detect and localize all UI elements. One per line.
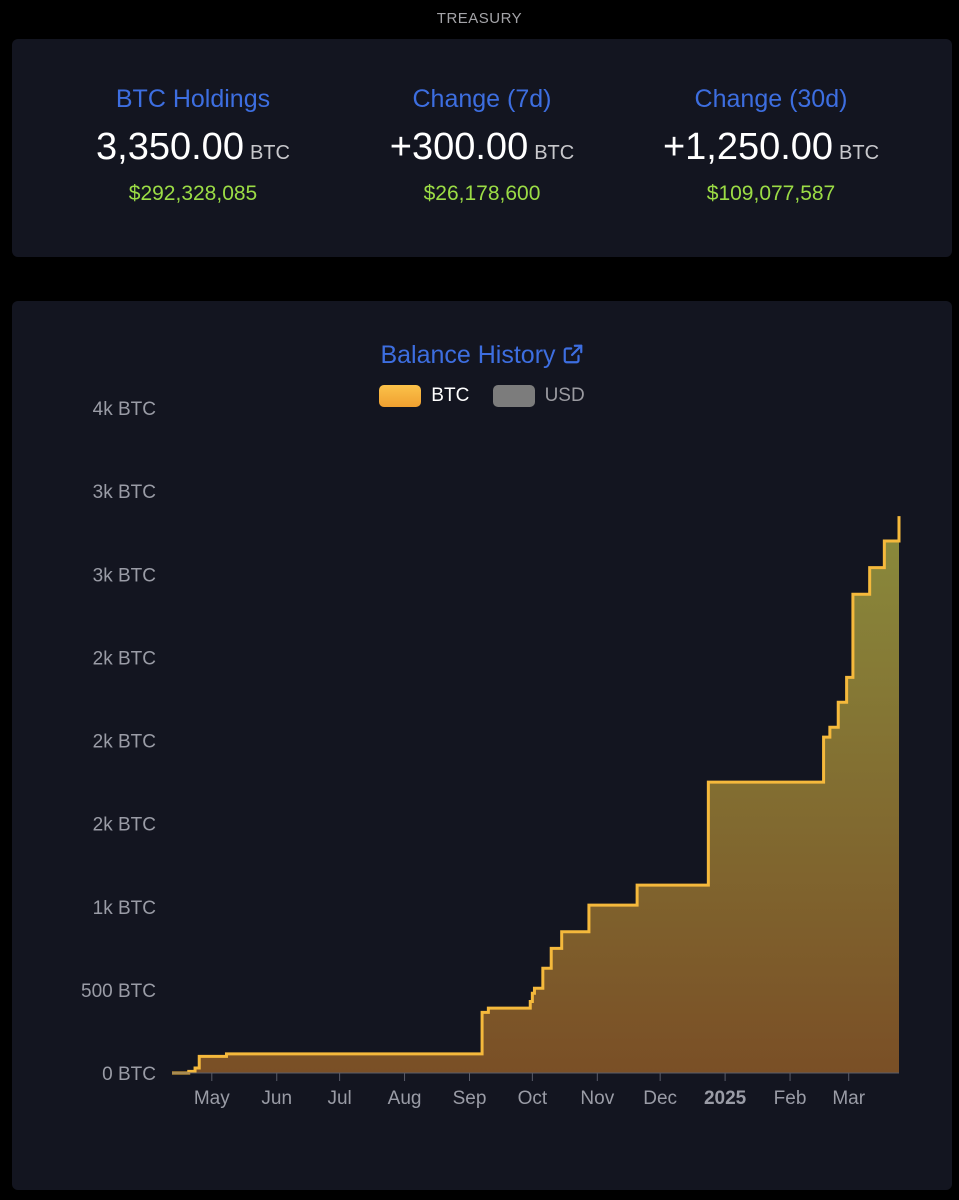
balance-history-panel: May Jun Jul Aug Sep Oct Nov Dec 2025 Feb Mar 0 BTC 5… [12, 301, 952, 1190]
series-line-btc [172, 516, 901, 1075]
stats-panel: BTC Holdings 3,350.00 BTC $292,328,085 Ch… [12, 39, 952, 257]
external-link-icon[interactable] [562, 343, 584, 365]
stat-label: Change (30d) [694, 85, 848, 113]
y-tick-label: 0 BTC [102, 1064, 156, 1085]
legend-swatch-usd [492, 385, 535, 407]
x-tick-label: Nov [580, 1088, 614, 1109]
y-tick-label: 2k BTC [93, 732, 156, 753]
y-tick-label: 4k BTC [93, 399, 156, 420]
legend-item-btc[interactable]: BTC [379, 384, 469, 408]
y-tick-label: 2k BTC [93, 648, 156, 669]
stat-unit: BTC [249, 142, 290, 164]
stat-unit: BTC [534, 142, 575, 164]
legend-label: USD [544, 385, 585, 406]
x-tick-label: Mar [832, 1088, 865, 1109]
x-tick-label: Jul [327, 1088, 351, 1109]
x-tick-label: Oct [518, 1088, 548, 1109]
stat-usd-value: $109,077,587 [706, 182, 836, 205]
stat-label: Change (7d) [412, 85, 552, 113]
stat-change-7d: Change (7d) +300.00 BTC $26,178,600 [332, 83, 632, 209]
x-tick-label: 2025 [704, 1088, 747, 1109]
y-tick-label: 3k BTC [93, 565, 156, 586]
section-title: TREASURY [436, 10, 523, 27]
y-tick-label: 2k BTC [93, 815, 156, 836]
stat-number: 3,350.00 [96, 126, 244, 168]
stat-number: +300.00 [389, 126, 529, 168]
balance-history-chart: May Jun Jul Aug Sep Oct Nov Dec 2025 Feb Mar 0 BTC 5… [81, 399, 901, 1109]
x-tick-label: May [194, 1088, 230, 1109]
legend-item-usd[interactable]: USD [492, 384, 585, 408]
chart-title-link[interactable]: Balance History [12, 339, 952, 371]
chart-title: Balance History [380, 341, 556, 369]
x-tick-label: Sep [453, 1088, 487, 1109]
x-tick-label: Feb [774, 1088, 807, 1109]
stat-btc-holdings: BTC Holdings 3,350.00 BTC $292,328,085 [43, 83, 343, 209]
stat-number: +1,250.00 [662, 126, 834, 168]
chart-legend: BTC USD [12, 384, 952, 408]
stat-usd-value: $292,328,085 [128, 182, 258, 205]
x-tick-label: Jun [261, 1088, 292, 1109]
stat-unit: BTC [839, 142, 880, 164]
stat-value: +1,250.00 BTC [621, 127, 921, 175]
y-tick-label: 3k BTC [93, 482, 156, 503]
legend-swatch-btc [379, 385, 422, 407]
stat-usd-value: $26,178,600 [423, 182, 541, 205]
stat-value: 3,350.00 BTC [43, 127, 343, 175]
stat-change-30d: Change (30d) +1,250.00 BTC $109,077,587 [621, 83, 921, 209]
x-tick-label: Aug [388, 1088, 422, 1109]
x-tick-label: Dec [643, 1088, 677, 1109]
legend-label: BTC [431, 385, 470, 406]
y-tick-label: 500 BTC [81, 981, 156, 1002]
series-area-btc [172, 516, 899, 1073]
y-tick-label: 1k BTC [93, 898, 156, 919]
stat-value: +300.00 BTC [332, 127, 632, 175]
stat-label: BTC Holdings [115, 85, 271, 113]
